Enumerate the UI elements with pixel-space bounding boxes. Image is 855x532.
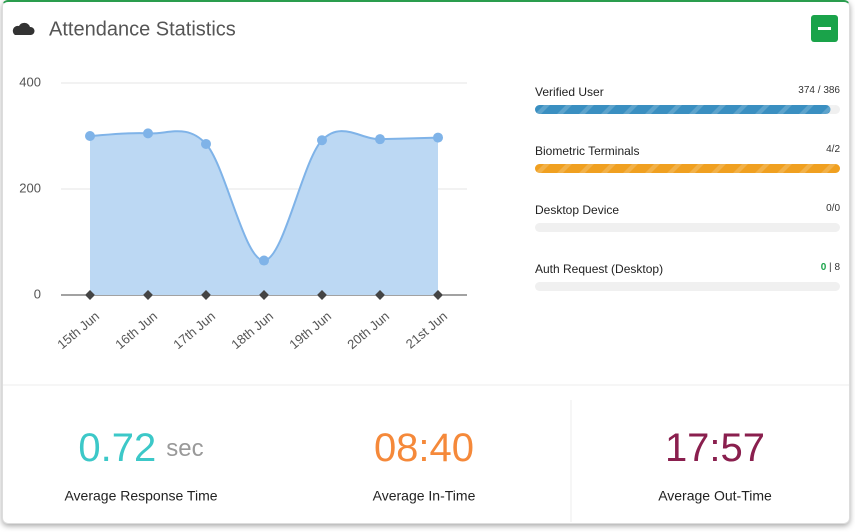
count-part: | xyxy=(826,262,834,273)
stripe xyxy=(755,164,770,173)
stat-value: 17:57 xyxy=(665,426,765,470)
y-tick-label: 0 xyxy=(34,286,41,301)
count-part: 0 xyxy=(834,203,840,214)
stripe xyxy=(579,164,594,173)
point xyxy=(201,138,211,149)
progress-count: 374 / 386 xyxy=(798,85,840,96)
progress-track xyxy=(535,282,840,291)
stripe xyxy=(689,105,704,114)
count-part: / xyxy=(832,203,835,214)
x-tick-label: 18th Jun xyxy=(228,308,276,352)
x-tick-label: 16th Jun xyxy=(112,308,160,352)
progress-label: Verified User xyxy=(535,85,604,99)
x-tick-label: 17th Jun xyxy=(170,308,218,352)
progress-bar xyxy=(535,164,840,173)
count-part: 8 xyxy=(834,262,840,273)
stripe xyxy=(579,105,594,114)
stripe xyxy=(821,105,836,114)
stat-label: Average Out-Time xyxy=(658,488,772,504)
x-tick-label: 19th Jun xyxy=(286,308,334,352)
point xyxy=(259,255,269,266)
stripe xyxy=(821,164,836,173)
stripe xyxy=(645,105,660,114)
stripe xyxy=(777,164,792,173)
stripe xyxy=(535,164,550,173)
count-part: 0 xyxy=(821,262,827,273)
baseline-marker xyxy=(259,290,269,300)
count-part: 386 xyxy=(823,85,840,96)
stripe xyxy=(557,164,572,173)
baseline-marker xyxy=(433,290,443,300)
stripe xyxy=(755,105,770,114)
stripe xyxy=(711,164,726,173)
baseline-marker xyxy=(375,290,385,300)
card: Attendance Statistics 0 200 400 15th Jun 16t… xyxy=(2,0,850,524)
count-part: 4 xyxy=(826,144,832,155)
point xyxy=(143,128,153,139)
stripe xyxy=(623,105,638,114)
stat-unit: sec xyxy=(166,435,203,462)
baseline-marker xyxy=(201,290,211,300)
progress-count: 0 | 8 xyxy=(821,262,841,273)
y-tick-label: 400 xyxy=(19,74,41,89)
stripe xyxy=(711,105,726,114)
x-tick-label: 20th Jun xyxy=(344,308,392,352)
progress-count: 4/2 xyxy=(826,144,840,155)
count-part: / xyxy=(832,144,835,155)
x-tick-label: 21st Jun xyxy=(403,308,450,351)
card-title: Attendance Statistics xyxy=(49,18,236,40)
stripe xyxy=(689,164,704,173)
stat-label: Average In-Time xyxy=(373,488,476,504)
minus-icon xyxy=(818,27,831,30)
count-part: 0 xyxy=(826,203,832,214)
stripe xyxy=(645,164,660,173)
point xyxy=(317,135,327,146)
point xyxy=(375,134,385,145)
area xyxy=(90,131,438,295)
x-tick-label: 15th Jun xyxy=(54,308,102,352)
progress-track xyxy=(535,223,840,232)
count-part: 374 xyxy=(798,85,815,96)
stripe xyxy=(601,105,616,114)
stripe xyxy=(799,164,814,173)
stat-number: 17:57 xyxy=(665,426,765,470)
count-part: 2 xyxy=(834,144,840,155)
point xyxy=(433,132,443,143)
progress-label: Desktop Device xyxy=(535,203,619,217)
stat-number: 0.72 xyxy=(78,426,156,470)
progress-bar xyxy=(535,105,831,114)
baseline-marker xyxy=(143,290,153,300)
progress-count: 0/0 xyxy=(826,203,840,214)
stripe xyxy=(799,105,814,114)
cloud-icon xyxy=(12,22,35,35)
stat-value: 08:40 xyxy=(374,426,474,470)
stripe xyxy=(777,105,792,114)
baseline-marker xyxy=(317,290,327,300)
stripe xyxy=(667,164,682,173)
stripe xyxy=(623,164,638,173)
stripe xyxy=(535,105,550,114)
stat-number: 08:40 xyxy=(374,426,474,470)
progress-label: Biometric Terminals xyxy=(535,144,639,158)
progress-label: Auth Request (Desktop) xyxy=(535,262,663,276)
y-tick-label: 200 xyxy=(19,180,41,195)
stripe xyxy=(557,105,572,114)
stripe xyxy=(667,105,682,114)
count-part: / xyxy=(815,85,823,96)
stat-value: 0.72 sec xyxy=(78,426,203,470)
stripe xyxy=(733,105,748,114)
stat-label: Average Response Time xyxy=(64,488,217,504)
stripe xyxy=(733,164,748,173)
point xyxy=(85,131,95,141)
stripe xyxy=(601,164,616,173)
